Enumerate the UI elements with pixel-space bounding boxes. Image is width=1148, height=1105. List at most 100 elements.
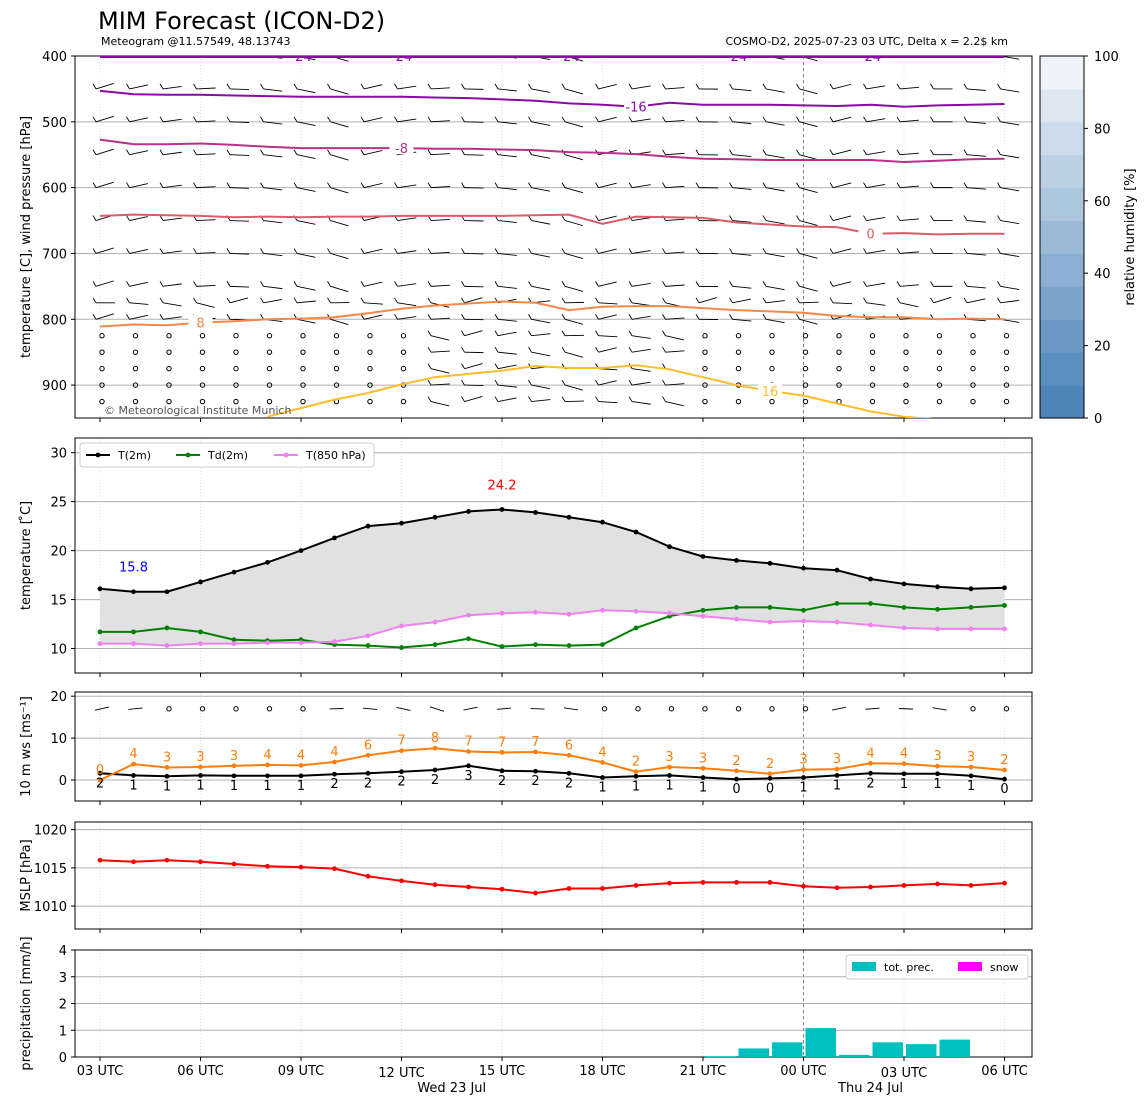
isotherm-label: 8 <box>196 317 204 332</box>
calm-wind-circle <box>132 349 139 355</box>
wind-barb-flag <box>260 281 264 287</box>
wind-barb-flag <box>293 297 298 304</box>
series-point <box>533 642 538 648</box>
series-point <box>1002 585 1007 591</box>
wind-barb-flag <box>863 116 867 123</box>
wind-barb <box>497 253 517 256</box>
series-point <box>97 857 103 863</box>
calm-wind-circle <box>702 398 708 405</box>
wind-barb <box>899 185 919 189</box>
gust-label: 4 <box>263 748 271 763</box>
wind-barb-flag <box>226 314 231 320</box>
colorbar-segment <box>1040 286 1084 320</box>
wind-barb-flag <box>226 297 231 304</box>
wind-barb-flag <box>595 330 599 336</box>
wind-barb-flag <box>729 297 733 304</box>
y-tick-label: 1010 <box>34 900 67 915</box>
x-tick-label: 12 UTC <box>378 1066 424 1081</box>
wind-barb <box>497 318 517 322</box>
wind-barb <box>363 314 383 320</box>
calm-wind-circle <box>99 333 105 339</box>
wind-barb-flag <box>997 116 1001 123</box>
wind-barb-flag <box>561 346 566 353</box>
wind-barb <box>229 88 249 91</box>
x-tick-label: 09 UTC <box>278 1064 324 1079</box>
series-point <box>231 641 237 647</box>
colorbar-segment <box>1040 121 1084 156</box>
wind-barb-flag <box>293 83 298 90</box>
calm-wind-circle <box>769 706 775 712</box>
wind-barb <box>94 706 110 711</box>
series-point <box>533 890 538 896</box>
wind-barb <box>497 121 517 125</box>
y-tick-label: 500 <box>42 116 67 131</box>
wind-barb-flag <box>193 182 197 188</box>
wind-speed-label: 2 <box>96 776 104 791</box>
series-point <box>399 878 404 884</box>
series-point <box>633 883 639 888</box>
wind-barb-flag <box>796 149 800 155</box>
wind-barb <box>631 217 651 221</box>
calm-wind-circle <box>1003 706 1010 712</box>
series-point <box>97 586 103 592</box>
wind-barb <box>430 153 450 156</box>
wind-barb <box>162 151 182 156</box>
wind-barb-flag <box>896 281 901 287</box>
wind-barb-flag <box>628 314 633 320</box>
wind-barb <box>129 281 148 287</box>
wind-barb-flag <box>564 56 565 57</box>
calm-wind-circle <box>668 706 675 712</box>
series-point <box>566 611 572 617</box>
wind-barb-flag <box>731 56 733 57</box>
wind-barb <box>765 300 785 304</box>
series-point <box>399 748 404 754</box>
series-point <box>901 625 907 631</box>
calm-wind-circle <box>702 382 708 388</box>
wind-barb-flag <box>260 314 264 320</box>
x-tick-label: 03 UTC <box>77 1064 123 1079</box>
wind-barb <box>631 381 651 386</box>
wind-barb-flag <box>628 330 633 336</box>
wind-barb-flag <box>494 248 499 254</box>
wind-barb-flag <box>963 182 968 188</box>
wind-barb-flag <box>863 182 867 188</box>
series-point <box>332 866 337 872</box>
y-tick-label: 15 <box>50 594 67 609</box>
calm-wind-circle <box>702 349 708 355</box>
gust-label: 3 <box>196 750 204 765</box>
wind-barb-flag <box>963 297 968 304</box>
wind-barb-flag <box>930 297 934 304</box>
series-point <box>131 629 136 635</box>
series-point <box>600 760 605 765</box>
wind-barb-flag <box>999 56 1001 57</box>
wind-barb <box>95 247 114 254</box>
isotherm-line <box>99 138 1005 164</box>
calm-wind-circle <box>903 382 909 388</box>
wind-speed-label: 1 <box>163 779 171 794</box>
calm-wind-circle <box>702 333 708 339</box>
wind-barb-flag <box>595 297 599 304</box>
calm-wind-circle <box>836 349 842 355</box>
colorbar-segment <box>1040 154 1084 189</box>
isotherm-line <box>99 300 1005 328</box>
wind-barb-flag <box>193 248 197 254</box>
calm-wind-circle <box>300 398 306 405</box>
wind-barb-flag <box>595 215 599 221</box>
colorbar-segment <box>1040 56 1084 90</box>
calm-wind-circle <box>233 706 239 712</box>
wind-barb <box>598 302 618 305</box>
series-point <box>1002 880 1007 886</box>
calm-wind-circle <box>300 706 306 712</box>
wind-barb-flag <box>226 149 231 155</box>
wind-barb-flag <box>729 281 733 287</box>
calm-wind-circle <box>769 333 775 339</box>
wind-barb <box>129 216 148 221</box>
series-point <box>533 749 538 755</box>
series-point <box>935 584 940 590</box>
wind-barb-flag <box>662 379 666 386</box>
series-point <box>600 775 605 780</box>
wind-barb-flag <box>796 116 800 123</box>
wind-barb-flag <box>394 297 398 304</box>
wind-speed-label: 1 <box>799 781 807 796</box>
wind-barb <box>129 117 148 123</box>
